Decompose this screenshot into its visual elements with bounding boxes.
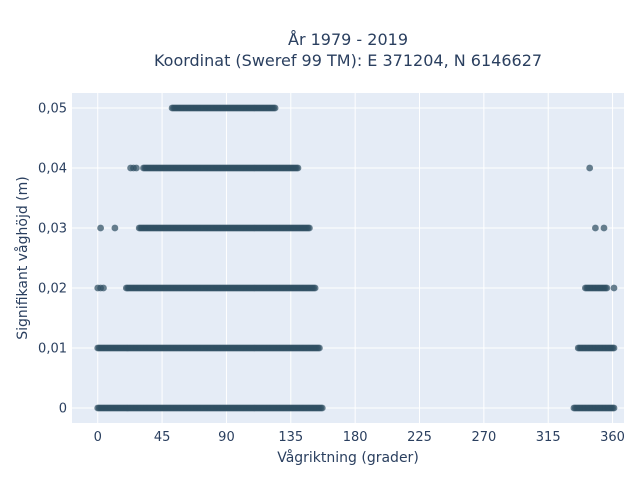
y-tick-label: 0,04 (38, 162, 67, 177)
data-point (603, 284, 611, 292)
x-tick-label: 135 (278, 430, 303, 445)
data-point (132, 164, 140, 172)
x-tick-label: 225 (407, 430, 432, 445)
y-axis-label: Signifikant våghöjd (m) (14, 176, 31, 339)
y-tick-label: 0,01 (38, 342, 67, 357)
y-tick-label: 0,03 (38, 222, 67, 237)
data-point (311, 284, 319, 292)
data-point (318, 404, 326, 412)
data-point (586, 164, 594, 172)
data-point (600, 224, 608, 232)
gridlines (72, 93, 624, 423)
chart-title-line2: Koordinat (Sweref 99 TM): E 371204, N 61… (154, 51, 542, 70)
data-point (610, 344, 618, 352)
y-tick-label: 0 (59, 402, 67, 417)
data-point (592, 224, 599, 232)
data-point (100, 284, 107, 292)
data-point (111, 224, 119, 232)
data-point (316, 344, 323, 352)
data-point (305, 224, 313, 232)
chart-title-line1: År 1979 - 2019 (288, 30, 408, 49)
x-tick-label: 360 (600, 430, 625, 445)
x-tick-label: 0 (94, 430, 102, 445)
x-tick-label: 315 (536, 430, 561, 445)
data-points (94, 104, 618, 412)
y-tick-label: 0,05 (38, 102, 67, 117)
x-tick-label: 90 (218, 430, 235, 445)
x-axis-label: Vågriktning (grader) (277, 449, 419, 466)
x-tick-label: 180 (343, 430, 368, 445)
tick-labels: 0 45 90 135 180 225 270 315 360 0 0,01 0,02 0,03 0,04… (38, 102, 625, 446)
data-point (271, 104, 279, 112)
data-point (294, 164, 302, 172)
data-point (610, 404, 618, 412)
plot-area (72, 93, 624, 423)
y-tick-label: 0,02 (38, 282, 67, 297)
x-tick-label: 45 (154, 430, 171, 445)
x-tick-label: 270 (471, 430, 496, 445)
data-point (97, 224, 104, 232)
data-point (610, 284, 618, 292)
